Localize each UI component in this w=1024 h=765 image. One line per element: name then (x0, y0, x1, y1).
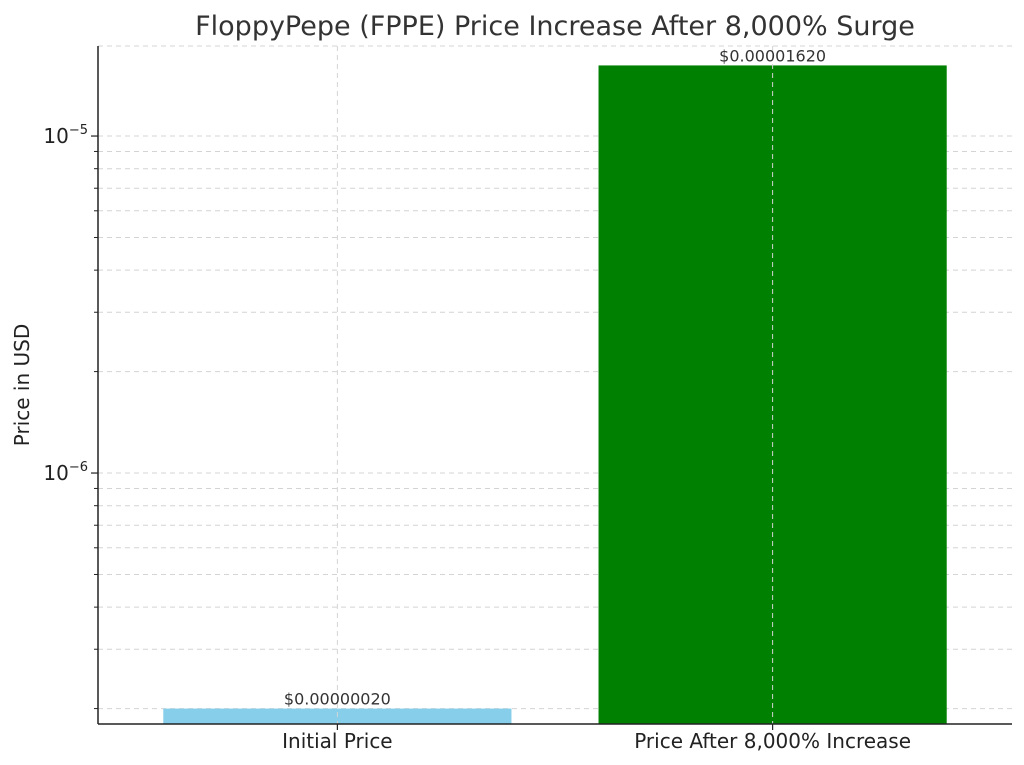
y-axis-label: Price in USD (10, 324, 34, 446)
ticks: Initial Price Price After 8,000% Increase… (43, 123, 911, 753)
x-tick-label: Price After 8,000% Increase (634, 729, 911, 753)
y-tick-label: 10−5 (43, 123, 88, 148)
bars (163, 65, 947, 724)
chart-title: FloppyPepe (FPPE) Price Increase After 8… (195, 11, 915, 42)
x-tick-label: Initial Price (282, 729, 393, 753)
data-label-2: $0.00001620 (719, 46, 826, 65)
vertical-grid-lines (336, 46, 774, 724)
data-label-1: $0.00000020 (284, 690, 391, 709)
data-labels: $0.00000020 $0.00001620 (284, 46, 826, 708)
y-tick-label: 10−6 (43, 460, 88, 485)
